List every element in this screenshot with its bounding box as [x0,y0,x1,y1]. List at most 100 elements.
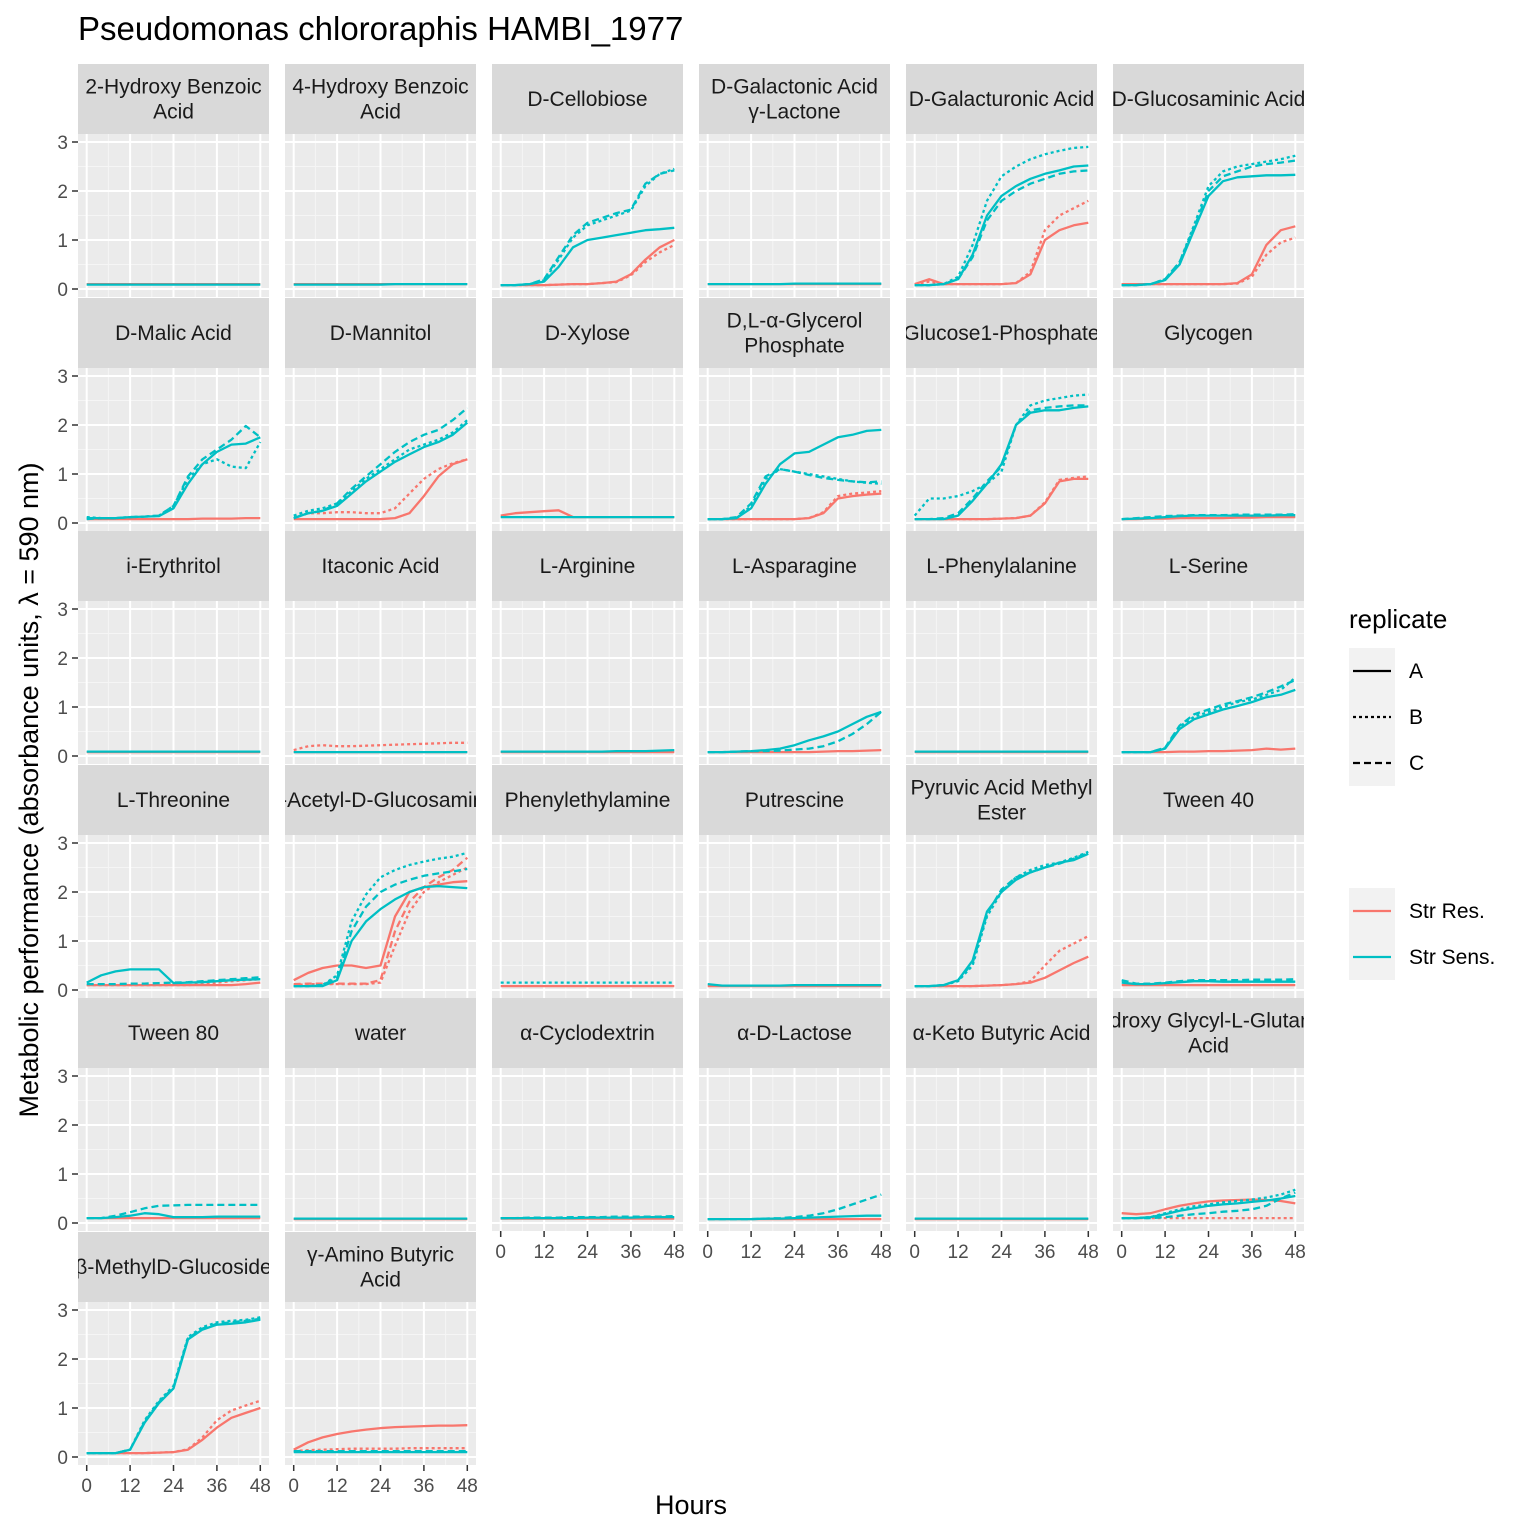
facet-strip-label: Tween 80 [128,1022,219,1045]
x-tick-label: 0 [702,1242,713,1263]
series-line [1121,236,1296,286]
facet-panel: D-Xylose [492,298,683,531]
x-tick-label: 24 [577,1242,599,1263]
x-tick-label: 0 [1116,1242,1127,1263]
facet-panel: Pyruvic Acid Methyl Ester [906,765,1097,998]
facet-strip-line: 2-Hydroxy Benzoic [85,76,261,99]
facet-strip-label: Phenylethylamine [505,789,671,812]
series-line [914,851,1089,988]
y-tick-label: 3 [57,133,68,154]
facet-panel: D,L-α-Glycerol Phosphate [699,298,890,531]
facet-strip [285,531,476,601]
x-tick-label: 0 [909,1242,920,1263]
facet-strip-label: D-Mannitol [330,322,432,345]
facet-strip [699,64,890,134]
series-line [500,1214,675,1220]
y-axis-label: Metabolic performance (absorbance units,… [14,462,44,1117]
facet-strip-line: Pyruvic Acid Methyl [910,777,1092,800]
facet-strip [1113,531,1304,601]
y-tick-label: 2 [57,883,68,904]
series-line [86,1399,261,1455]
series-line [86,976,261,986]
facet-strip-line: Ester [977,802,1026,825]
legend-label: B [1409,706,1423,729]
series-line [1121,1188,1296,1220]
facet-strip [1113,298,1304,368]
facet-strip-label: L-Phenylalanine [926,555,1077,578]
series-line [293,867,468,988]
series-line [500,748,675,753]
y-tick-label: 1 [57,231,68,252]
series-line [1121,678,1296,754]
series-line [293,856,469,986]
series-line [86,1203,261,1220]
facet-panel: L-Serine [1113,531,1304,764]
series-line [1121,1191,1296,1220]
facet-strip-label: α-D-Lactose [737,1022,852,1045]
y-tick-label: 1 [57,1399,68,1420]
x-tick-label: 24 [370,1476,392,1497]
y-tick-label: 0 [57,280,68,301]
facet-strip-label: D-Galactonic Acid γ-Lactone [711,76,878,124]
facet-strip [906,298,1097,368]
facet-strip-line: D,L-α-Glycerol [727,310,863,333]
facet-strip-line: α-Keto Butyric Acid [913,1022,1091,1045]
facet-strip [906,531,1097,601]
series-line [914,935,1089,988]
facet-panel: Hydroxy Glycyl-L-Glutamic Acid 0 12 24 36 48 [1084,998,1333,1263]
series-line [707,467,882,521]
facet-strip [906,64,1097,134]
series-line [500,243,675,287]
facet-strip-label: Glucose1-Phosphate [903,322,1099,345]
series-line [707,711,883,754]
y-tick-label: 1 [57,1165,68,1186]
facet-strip-line: Acid [153,101,194,124]
x-tick-label: 48 [664,1242,685,1263]
facet-strip [906,998,1097,1068]
legend-label: C [1409,752,1424,775]
series-line [1121,513,1296,521]
facet-strip [1113,998,1304,1068]
facet-panel: Putrescine [699,765,890,998]
y-tick-label: 3 [57,834,68,855]
facet-strip-label: Glycogen [1164,322,1253,345]
series-line [707,282,882,286]
facet-panel: L-Phenylalanine [906,531,1097,764]
facet-strip-label: D-Galacturonic Acid [909,88,1095,111]
y-tick-label: 1 [57,932,68,953]
x-tick-label: 12 [534,1242,555,1263]
facet-strip-line: Hydroxy Glycyl-L-Glutamic [1084,1010,1333,1033]
y-tick-label: 1 [57,465,68,486]
facet-panel: γ-Amino Butyric Acid 0 12 24 36 48 [285,1232,478,1497]
facet-panel: Phenylethylamine [492,765,683,998]
facet-strip-line: L-Threonine [117,789,230,812]
facet-strip-line: Tween 80 [128,1022,219,1045]
facet-strip [699,765,890,835]
facet-panel: α-Keto Butyric Acid 0 12 24 36 48 [906,998,1099,1263]
facet-strip-line: Glucose1-Phosphate [903,322,1099,345]
facet-strip [78,765,269,835]
facet-strip-line: Itaconic Acid [322,555,440,578]
facet-strip-line: D-Glucosaminic Acid [1112,88,1306,111]
facet-strip-label: D-Cellobiose [527,88,647,111]
x-tick-label: 36 [1034,1242,1055,1263]
series-line [707,982,882,987]
facet-strip-label: L-Threonine [117,789,230,812]
facet-panel: D-Malic Acid 0 1 2 3 [57,298,269,535]
series-line [914,475,1089,521]
series-line [1121,978,1296,985]
facet-panel: D-Mannitol [285,298,476,531]
x-tick-label: 48 [1078,1242,1099,1263]
facet-strip-line: γ-Amino Butyric [307,1244,454,1267]
facet-strip [78,998,269,1068]
facet-panel: D-Galactonic Acid γ-Lactone [699,64,890,297]
facet-strip-line: Acid [1188,1035,1229,1058]
x-tick-label: 24 [1198,1242,1220,1263]
series-line [1121,676,1297,754]
facet-strip-line: water [354,1022,406,1045]
x-tick-label: 36 [1241,1242,1262,1263]
facet-strip-label: γ-Amino Butyric Acid [307,1244,454,1292]
facet-strip-label: L-Arginine [540,555,636,578]
facet-strip [1113,765,1304,835]
